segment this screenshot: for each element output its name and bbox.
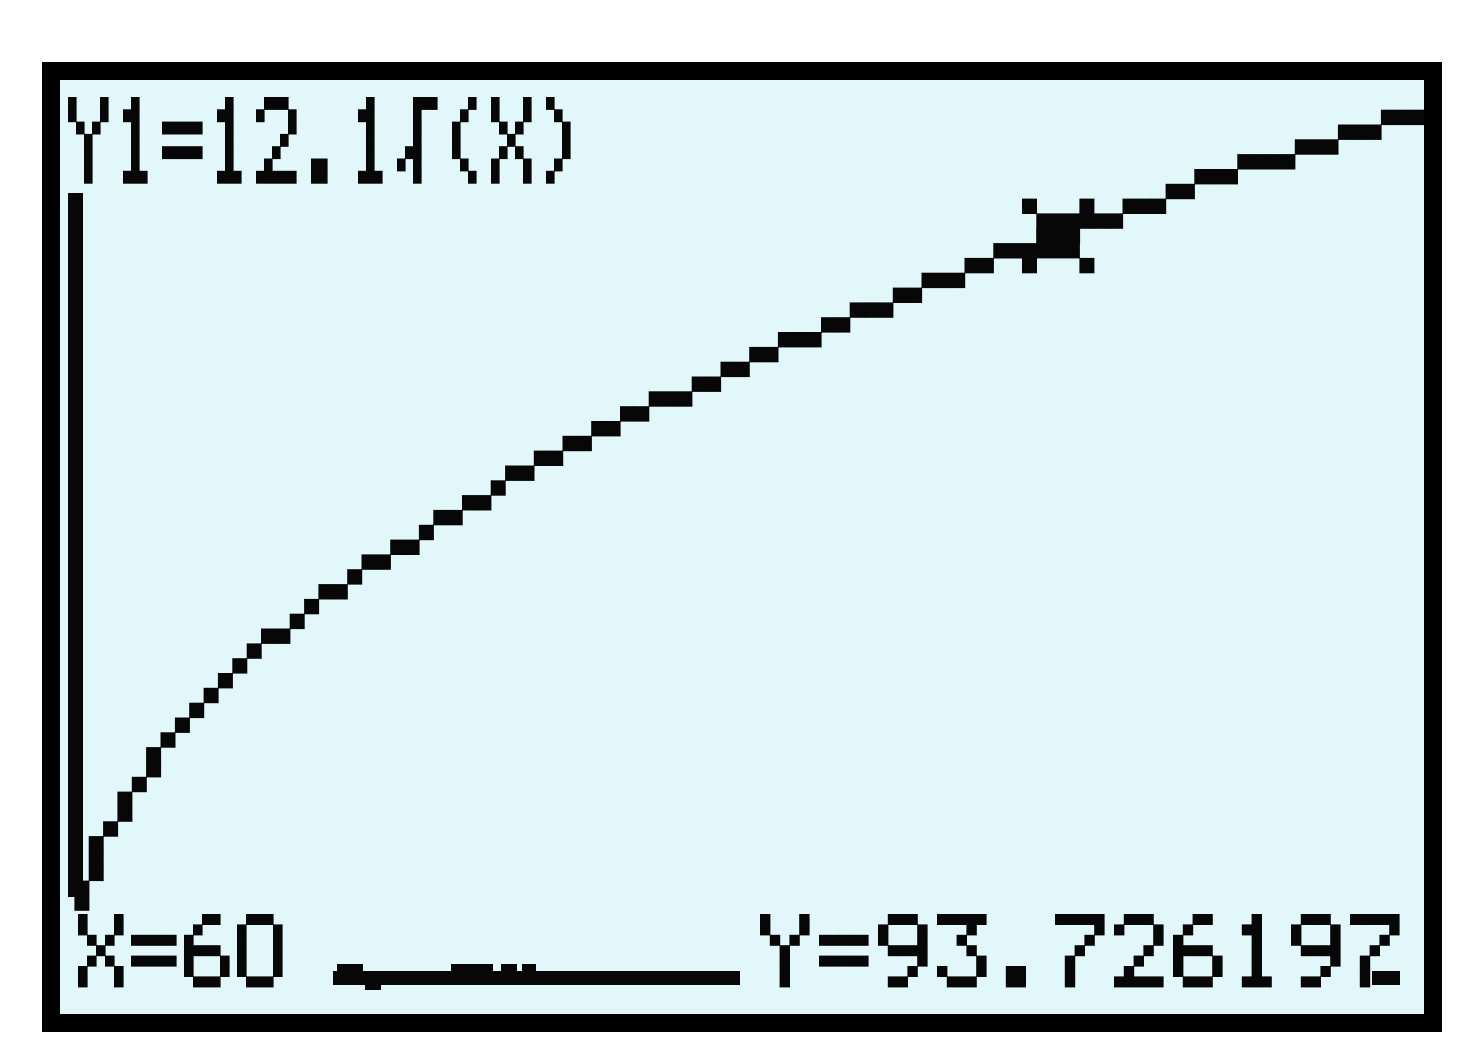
x-axis-remnant <box>333 964 1400 990</box>
trace-x-label <box>78 914 283 988</box>
trace-y-label <box>760 914 1400 988</box>
formula-label <box>68 97 571 184</box>
trace-cursor <box>1022 198 1095 274</box>
graph-canvas <box>68 97 1424 990</box>
y-axis <box>68 193 83 897</box>
calculator-screen-frame: Y1=12.1√(X) X=60 Y=93.726197 <box>42 62 1442 1032</box>
function-curve <box>74 109 1424 911</box>
calculator-graph-screen: Y1=12.1√(X) X=60 Y=93.726197 <box>60 80 1424 1014</box>
